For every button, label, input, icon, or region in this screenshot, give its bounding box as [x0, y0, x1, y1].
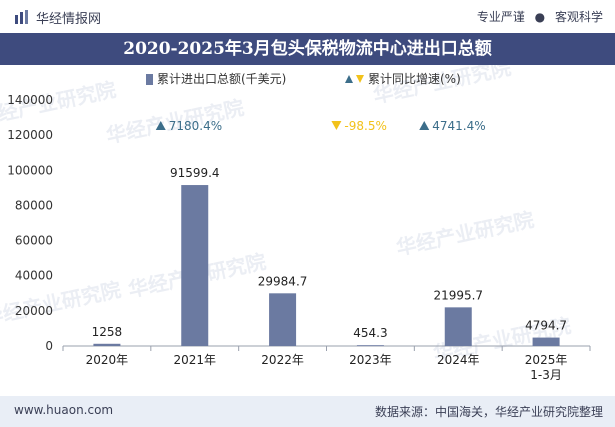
y-tick-label: 120000: [7, 128, 53, 142]
growth-down-icon: [331, 121, 342, 130]
x-tick-label: 2020年: [86, 353, 129, 367]
growth-label: 4741.4%: [432, 119, 485, 133]
y-tick-label: 60000: [15, 234, 53, 248]
y-tick-label: 40000: [15, 269, 53, 283]
x-tick-label: 2022年: [261, 353, 304, 367]
y-tick-label: 100000: [7, 163, 53, 177]
watermark-text: 华经产业研究院: [394, 207, 536, 260]
x-tick-label: 2023年: [349, 353, 392, 367]
y-tick-label: 80000: [15, 198, 53, 212]
tagline-right: 客观科学: [554, 10, 603, 24]
legend-up-icon: [345, 75, 353, 83]
tagline-left: 专业严谨: [476, 10, 525, 24]
bar-3[interactable]: [269, 293, 297, 346]
data-label: 1258: [92, 325, 123, 339]
bar-2[interactable]: [181, 185, 209, 346]
growth-up-icon: [155, 121, 166, 130]
bar-6[interactable]: [532, 337, 560, 346]
data-label: 21995.7: [433, 288, 483, 302]
y-tick-label: 20000: [15, 304, 53, 318]
bar-5[interactable]: [444, 307, 472, 346]
data-label: 454.3: [353, 326, 387, 340]
footer-bar: [0, 396, 615, 427]
y-tick-label: 140000: [7, 93, 53, 107]
tagline: 专业严谨 ● 客观科学: [477, 8, 603, 25]
tagline-separator: ●: [534, 10, 546, 24]
x-tick-label: 2021年: [173, 353, 216, 367]
legend-bar-swatch: [146, 74, 153, 85]
top-bar: 华经情报网 专业严谨 ● 客观科学: [0, 0, 615, 33]
x-tick-label: 2025年 1-3月: [525, 353, 568, 382]
brand-name[interactable]: 华经情报网: [36, 12, 102, 27]
bar-1[interactable]: [93, 343, 121, 346]
data-label: 29984.7: [258, 274, 308, 288]
data-label: 91599.4: [170, 166, 220, 180]
data-source: 数据来源：中国海关，华经产业研究院整理: [374, 405, 603, 419]
growth-label: 7180.4%: [169, 119, 222, 133]
growth-label: -98.5%: [344, 119, 386, 133]
logo-icon: [15, 10, 28, 24]
chart-title: 2020-2025年3月包头保税物流中心进出口总额: [123, 39, 492, 59]
title-bar: [0, 33, 615, 65]
bar-chart: 华经产业研究院华经产业研究院华经产业研究院华经产业研究院华经产业研究院华经产业研…: [0, 65, 591, 382]
y-tick-label: 0: [45, 339, 53, 353]
legend-bar-label: 累计进出口总额(千美元): [157, 72, 286, 86]
bar-4[interactable]: [356, 345, 384, 347]
website-link[interactable]: www.huaon.com: [14, 403, 114, 417]
legend-down-icon: [356, 75, 364, 83]
growth-up-icon: [419, 121, 430, 130]
legend-growth-label: 累计同比增速(%): [368, 72, 461, 86]
data-label: 4794.7: [525, 319, 567, 333]
x-tick-label: 2024年: [437, 353, 480, 367]
